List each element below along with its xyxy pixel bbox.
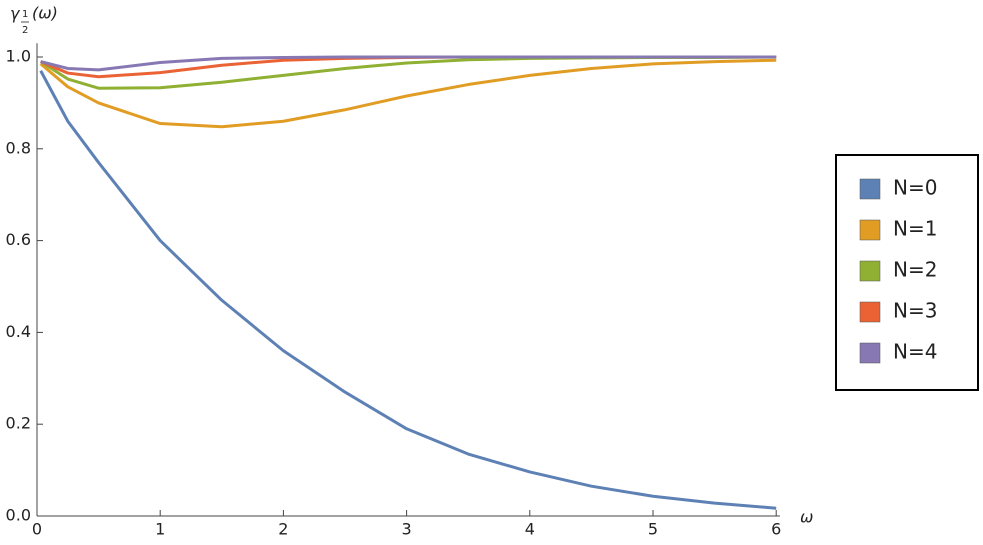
y-label-arg: (ω) bbox=[32, 4, 58, 23]
legend-label: N=2 bbox=[893, 258, 937, 282]
series-line bbox=[40, 55, 777, 79]
series-line bbox=[39, 70, 777, 510]
y-tick-label: 1.0 bbox=[6, 47, 31, 66]
y-tick-label: 0.4 bbox=[6, 322, 31, 341]
y-label-sub-den: 2 bbox=[22, 25, 28, 36]
x-tick-label: 4 bbox=[525, 520, 535, 539]
legend-label: N=4 bbox=[893, 340, 937, 364]
legend-swatch bbox=[859, 301, 881, 323]
legend-label: N=0 bbox=[893, 176, 937, 200]
x-tick-label: 0 bbox=[32, 520, 42, 539]
x-tick-label: 1 bbox=[155, 520, 165, 539]
y-label-sub-num: 1 bbox=[22, 9, 28, 20]
x-tick-label: 3 bbox=[402, 520, 412, 539]
y-tick-label: 0.8 bbox=[6, 138, 31, 157]
series-line bbox=[39, 58, 777, 129]
x-tick-label: 2 bbox=[278, 520, 288, 539]
legend-swatch bbox=[859, 219, 881, 241]
legend-box bbox=[835, 154, 979, 391]
y-tick-label: 0.6 bbox=[6, 230, 31, 249]
legend-swatch bbox=[859, 342, 881, 364]
x-axis-label: ω bbox=[800, 508, 813, 527]
y-axis-label: γ bbox=[10, 4, 21, 23]
legend-label: N=1 bbox=[893, 217, 937, 241]
legend-swatch bbox=[859, 178, 881, 200]
legend-swatch bbox=[859, 260, 881, 282]
series-line bbox=[40, 55, 777, 72]
y-tick-label: 0.0 bbox=[6, 506, 31, 525]
legend-label: N=3 bbox=[893, 299, 937, 323]
y-label-base: γ bbox=[10, 4, 21, 23]
x-tick-label: 5 bbox=[648, 520, 658, 539]
y-tick-label: 0.2 bbox=[6, 414, 31, 433]
x-tick-label: 6 bbox=[771, 520, 781, 539]
